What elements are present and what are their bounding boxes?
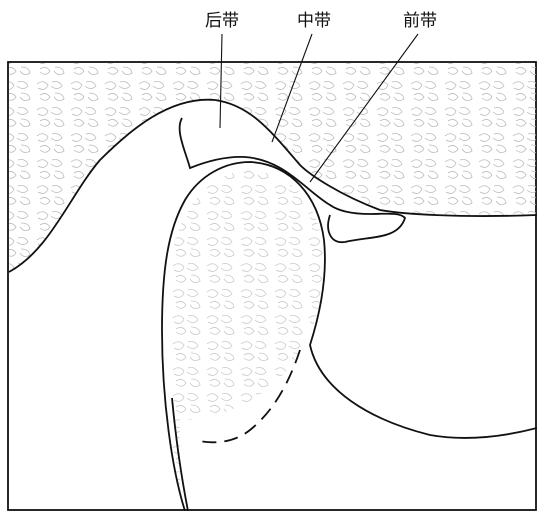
label: 中带 <box>297 11 331 31</box>
label: 后带 <box>205 11 239 31</box>
diagram: 后带 中带 前带 <box>0 0 537 511</box>
condyle-texture <box>167 170 323 500</box>
label: 前带 <box>403 11 437 31</box>
